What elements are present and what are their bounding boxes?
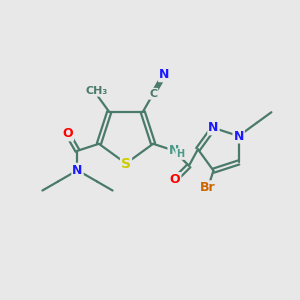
- Text: Br: Br: [200, 181, 216, 194]
- Text: S: S: [121, 157, 131, 170]
- Text: O: O: [170, 173, 180, 186]
- Text: N: N: [169, 144, 179, 157]
- Text: O: O: [62, 128, 73, 140]
- Text: N: N: [72, 164, 83, 177]
- Text: C: C: [149, 89, 157, 99]
- Text: N: N: [233, 130, 244, 142]
- Text: CH₃: CH₃: [85, 86, 107, 96]
- Text: H: H: [176, 149, 184, 159]
- Text: N: N: [208, 122, 219, 134]
- Text: N: N: [159, 68, 169, 81]
